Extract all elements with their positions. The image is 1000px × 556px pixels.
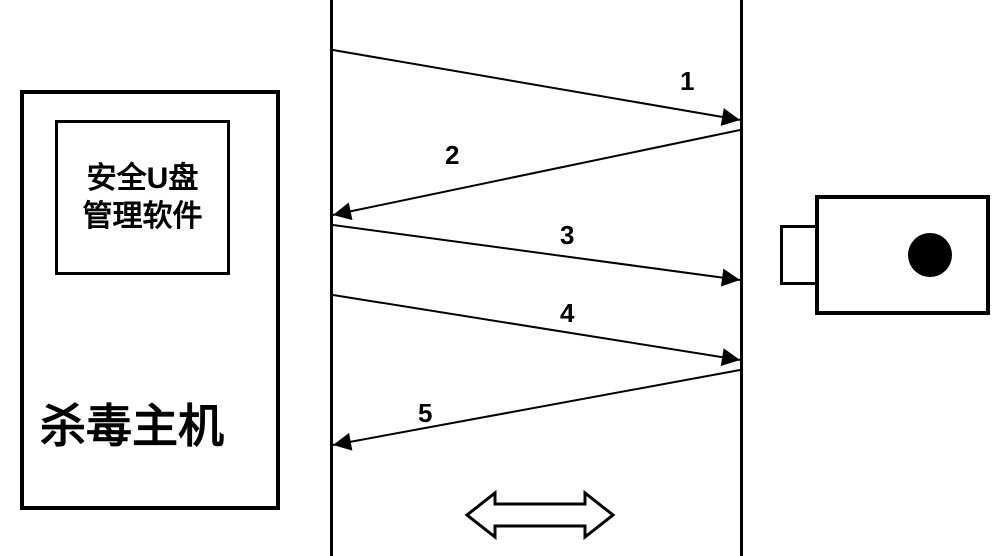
software-line-2: 管理软件 — [83, 198, 203, 236]
arrow-label-2: 2 — [445, 140, 459, 171]
arrow-label-4: 4 — [560, 298, 574, 329]
arrow-label-5: 5 — [418, 398, 432, 429]
double-arrow-icon — [467, 493, 613, 537]
arrow-label-1: 1 — [680, 66, 694, 97]
usb-indicator-dot — [908, 233, 952, 277]
software-line-1: 安全U盘 — [87, 160, 199, 198]
divider-right — [740, 0, 743, 556]
usb-plug — [780, 225, 818, 285]
divider-left — [330, 0, 333, 556]
arrow-label-3: 3 — [560, 220, 574, 251]
host-label: 杀毒主机 — [40, 390, 224, 456]
usb-body — [815, 195, 990, 315]
diagram-canvas: { "canvas": { "width": 1000, "height": 5… — [0, 0, 1000, 556]
software-box: 安全U盘 管理软件 — [55, 120, 230, 275]
